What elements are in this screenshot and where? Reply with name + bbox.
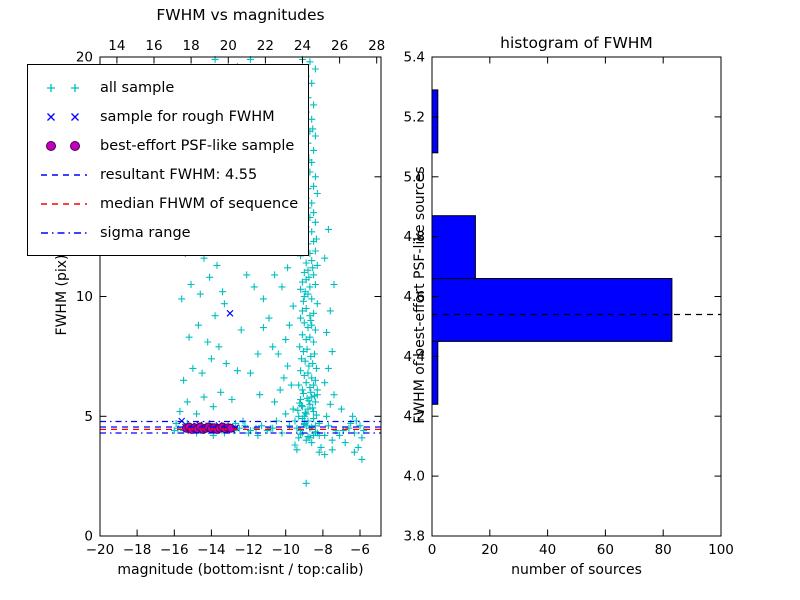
- histogram-bar: [431, 340, 439, 405]
- x-tick-label: −8: [313, 542, 333, 558]
- legend-item: best-effort PSF-like sample: [38, 131, 298, 160]
- top-tick-label: 24: [294, 38, 311, 54]
- x-tick-label: 60: [597, 542, 614, 558]
- legend-item: all sample: [38, 73, 298, 102]
- scatter-plot: −20 −18 −16 −14 −12 −10 −8 −6 14 16 18 20 22 24 26 28 0 5…: [76, 38, 385, 558]
- x-tick-label: 100: [708, 542, 734, 558]
- histogram-yaxis-label: FWHM of best-effort PSF-like sources: [412, 166, 428, 424]
- x-tick-label: 80: [655, 542, 672, 558]
- legend-item: median FHWM of sequence: [38, 189, 298, 218]
- x-tick-label: −12: [234, 542, 263, 558]
- legend-label: best-effort PSF-like sample: [100, 137, 295, 154]
- x-tick-label: −18: [123, 542, 152, 558]
- plus-legend-marker-icon: [47, 83, 79, 92]
- y-tick-label: 3.8: [404, 529, 425, 545]
- y-tick-label: 4.0: [404, 469, 425, 485]
- legend-item: sigma range: [38, 218, 298, 247]
- y-tick-label: 5.0: [404, 169, 425, 185]
- y-tick-label: 5.2: [404, 109, 425, 125]
- histogram-xaxis-label: number of sources: [511, 562, 642, 578]
- top-tick-label: 16: [145, 38, 162, 54]
- dashed-line-legend-marker-icon: [41, 173, 87, 176]
- y-tick-label: 4.6: [404, 289, 425, 305]
- top-tick-label: 22: [257, 38, 274, 54]
- histogram-bar: [431, 278, 673, 342]
- y-tick-label: 5.4: [404, 50, 425, 66]
- y-tick-label: 5: [84, 409, 93, 425]
- y-tick-label: 4.2: [404, 409, 425, 425]
- series-best-effort-psf-like-sample: [181, 422, 236, 434]
- scatter-point: [226, 423, 236, 433]
- legend-item: resultant FWHM: 4.55: [38, 160, 298, 189]
- x-tick-label: 40: [539, 542, 556, 558]
- legend-label: sigma range: [100, 224, 191, 241]
- legend-label: median FHWM of sequence: [100, 195, 299, 212]
- top-tick-label: 14: [108, 38, 125, 54]
- histogram-bar: [431, 215, 476, 280]
- x-tick-label: 20: [481, 542, 498, 558]
- x-tick-label: −10: [271, 542, 300, 558]
- scatter-plot-title: FWHM vs magnitudes: [156, 6, 325, 24]
- scatter-point-cloud: [178, 309, 239, 434]
- legend-label: all sample: [100, 79, 175, 96]
- y-tick-label: 4.8: [404, 229, 425, 245]
- y-tick-label: 10: [76, 289, 93, 305]
- histogram-plot: 0 20 40 60 80 100 3.8 4.0 4.2 4.4 4.6 4.8 5.0 5.2 5.4: [404, 50, 734, 559]
- x-tick-label: −14: [197, 542, 226, 558]
- legend-label: resultant FWHM: 4.55: [100, 166, 258, 183]
- x-tick-label: −6: [350, 542, 370, 558]
- x-tick-label: −16: [160, 542, 189, 558]
- axes-frame: [99, 56, 382, 537]
- series-sample-for-rough-fwhm: [178, 309, 239, 434]
- y-tick-label: 20: [76, 50, 93, 66]
- histogram-bar: [431, 89, 439, 154]
- dashed-line-legend-marker-icon: [41, 202, 87, 205]
- top-tick-label: 20: [220, 38, 237, 54]
- dashdot-line-legend-marker-icon: [41, 231, 87, 234]
- x-legend-marker-icon: [47, 112, 79, 121]
- x-tick-label: 0: [428, 542, 437, 558]
- top-tick-label: 18: [183, 38, 200, 54]
- circle-legend-marker-icon: [46, 140, 80, 151]
- legend-label: sample for rough FWHM: [100, 108, 275, 125]
- top-tick-label: 26: [331, 38, 348, 54]
- legend-item: sample for rough FWHM: [38, 102, 298, 131]
- y-tick-label: 0: [84, 529, 93, 545]
- scatter-xaxis-label: magnitude (bottom:isnt / top:calib): [117, 562, 364, 578]
- x-tick-label: −20: [86, 542, 115, 558]
- y-tick-label: 4.4: [404, 349, 425, 365]
- legend: all sample sample for rough FWHM best-effo…: [27, 64, 310, 256]
- histogram-title: histogram of FWHM: [500, 34, 653, 52]
- top-tick-label: 28: [368, 38, 385, 54]
- axes-frame: [431, 56, 722, 537]
